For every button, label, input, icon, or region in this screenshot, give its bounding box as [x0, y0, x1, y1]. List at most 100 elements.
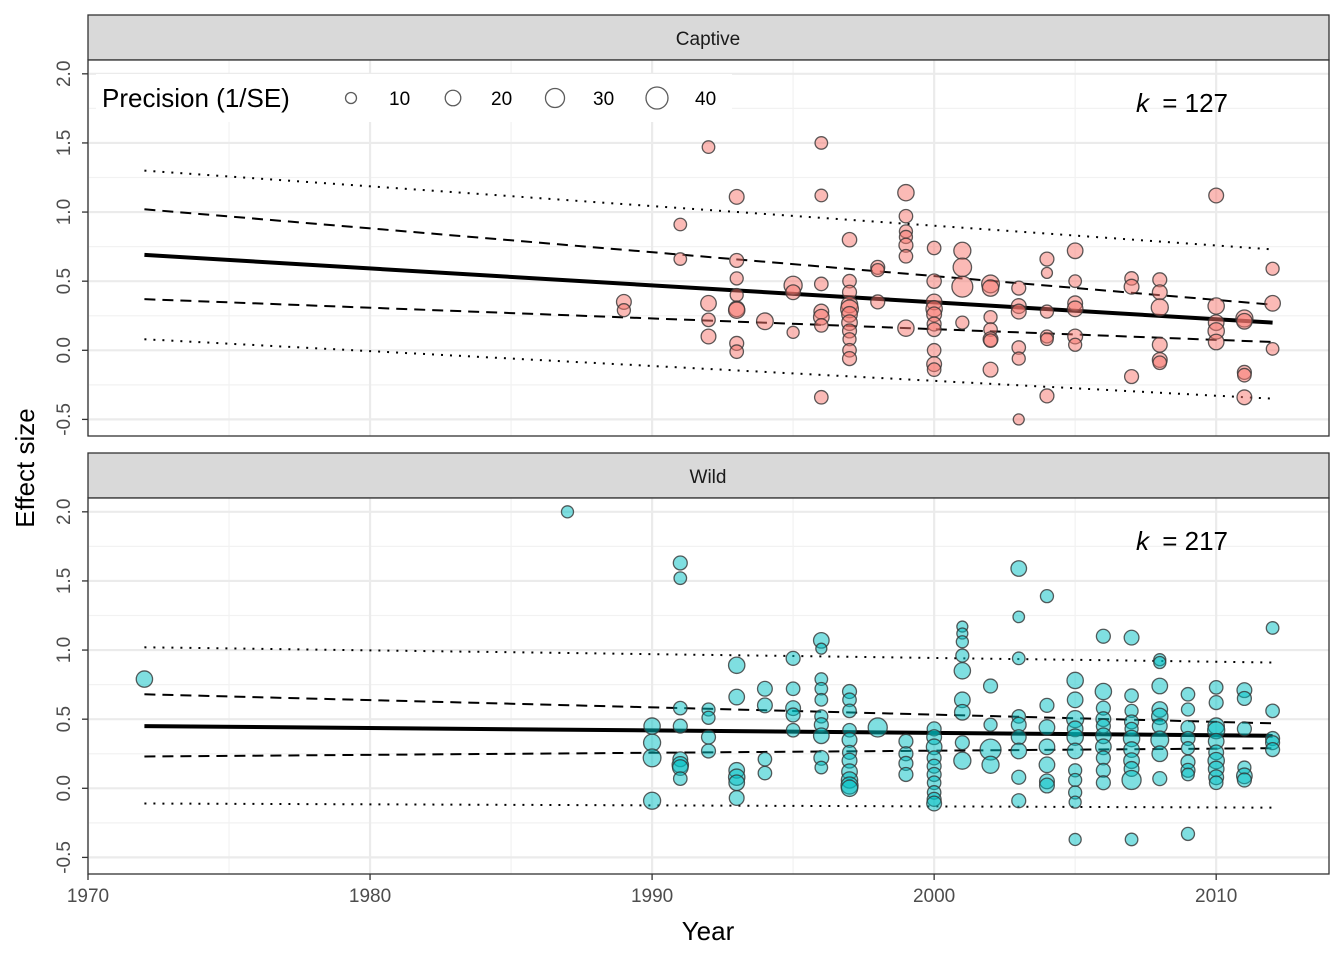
y-tick-label: 1.0	[54, 637, 75, 663]
panel-wild: Wild k = 217 -0.5 0.0 0.5 1.0 1.5 2.0	[54, 452, 1330, 875]
data-point	[728, 688, 746, 706]
plot-area-wild	[88, 498, 1329, 874]
data-point	[898, 208, 914, 224]
data-point	[1068, 337, 1083, 352]
data-point	[1068, 832, 1082, 847]
data-point	[700, 729, 717, 745]
data-point	[814, 760, 829, 775]
data-point	[728, 789, 745, 806]
data-point	[1208, 694, 1224, 711]
data-point	[983, 717, 998, 732]
data-point	[135, 670, 154, 688]
data-point	[870, 294, 886, 310]
regression-line	[144, 252, 1273, 325]
data-point	[983, 333, 998, 349]
data-point	[673, 252, 688, 266]
data-point	[616, 303, 632, 318]
data-point	[1010, 303, 1027, 320]
points-captive	[615, 136, 1282, 426]
data-point	[727, 301, 746, 320]
y-axis-wild: -0.5 0.0 0.5 1.0 1.5 2.0	[54, 499, 88, 874]
data-point	[756, 697, 773, 714]
data-point	[1236, 389, 1253, 406]
data-point	[701, 140, 716, 155]
k-value-captive: = 127	[1162, 88, 1228, 118]
data-point	[1236, 690, 1252, 707]
data-point	[953, 751, 972, 770]
data-point	[841, 231, 858, 248]
k-symbol-wild: k	[1136, 526, 1151, 556]
data-point	[953, 661, 972, 680]
legend-background	[96, 74, 732, 122]
legend-key-label: 20	[491, 89, 512, 110]
data-point	[814, 692, 829, 707]
data-point	[1010, 729, 1027, 746]
y-tick-label: 1.5	[54, 568, 75, 594]
data-point	[954, 735, 970, 751]
data-point	[982, 361, 999, 378]
legend-key-circle	[645, 86, 669, 110]
data-point	[1039, 388, 1055, 404]
data-point	[953, 241, 972, 260]
data-point	[926, 273, 942, 289]
data-point	[955, 635, 970, 649]
data-point	[1068, 274, 1083, 289]
y-tick-label: 2.0	[54, 61, 75, 87]
data-point	[757, 765, 773, 781]
legend-keys: 10 20 30 40	[344, 86, 716, 110]
data-point	[1236, 721, 1252, 737]
y-tick-label: 2.0	[54, 499, 75, 525]
data-point	[1124, 688, 1139, 704]
data-point	[1123, 368, 1140, 385]
data-point	[1207, 297, 1225, 315]
data-point	[1012, 610, 1026, 624]
x-tick-label: 1990	[631, 886, 673, 907]
data-point	[953, 703, 971, 721]
y-tick-label: -0.5	[54, 403, 75, 436]
y-tick-label: 0.5	[54, 706, 75, 732]
data-point	[729, 271, 744, 286]
data-point	[1180, 826, 1196, 842]
data-point	[1038, 738, 1056, 756]
data-point	[842, 703, 857, 719]
data-point	[729, 344, 745, 360]
data-point	[729, 252, 745, 269]
data-point	[1207, 333, 1225, 351]
grid-captive	[86, 60, 1329, 436]
legend-key-circle	[544, 87, 566, 109]
data-point	[1039, 304, 1055, 319]
data-point	[756, 680, 773, 697]
data-point	[673, 217, 688, 232]
data-point	[1066, 671, 1084, 690]
data-point	[955, 648, 970, 663]
data-point	[814, 188, 829, 203]
data-point	[951, 275, 974, 298]
x-tick-label: 1980	[349, 886, 391, 907]
data-point	[1152, 355, 1168, 371]
data-point	[897, 183, 915, 202]
y-axis-title: Effect size	[10, 408, 40, 527]
data-point	[1039, 697, 1055, 713]
data-point	[1066, 691, 1084, 709]
data-point	[1151, 336, 1168, 353]
data-point	[1066, 742, 1084, 760]
data-point	[983, 309, 998, 325]
data-point	[813, 276, 829, 292]
y-tick-label: 0.0	[54, 337, 75, 363]
data-point	[870, 262, 885, 278]
legend: Precision (1/SE) 10 20 30 40	[96, 74, 732, 122]
data-point	[1011, 651, 1026, 666]
data-point	[1039, 588, 1055, 604]
data-point	[815, 642, 828, 655]
x-tick-label: 1970	[67, 886, 109, 907]
data-point	[560, 505, 575, 519]
panel-border-wild	[87, 497, 1330, 875]
y-axis-captive: -0.5 0.0 0.5 1.0 1.5 2.0	[54, 61, 88, 436]
data-point	[955, 315, 970, 330]
k-annotation-captive: k = 127	[1136, 88, 1228, 118]
data-point	[1011, 280, 1027, 296]
points-wild	[135, 505, 1281, 847]
x-axis: 1970 1980 1990 2000 2010	[67, 874, 1237, 907]
data-point	[898, 248, 914, 264]
data-point	[701, 710, 716, 725]
